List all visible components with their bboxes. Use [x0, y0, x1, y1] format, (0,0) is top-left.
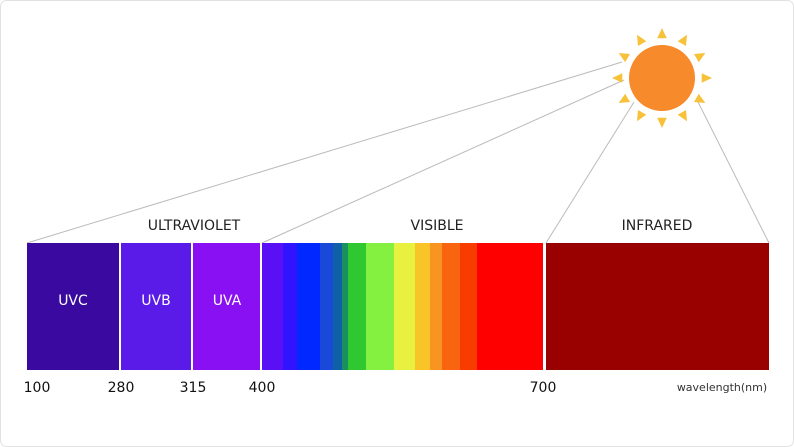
visible-stripe — [460, 243, 477, 370]
visible-stripe — [262, 243, 283, 370]
sun-ray — [677, 110, 687, 122]
visible-stripe — [415, 243, 430, 370]
band-label: UVC — [58, 293, 88, 309]
ray — [261, 79, 625, 244]
tick-label: 100 — [24, 380, 51, 396]
band-label: UVA — [213, 293, 242, 309]
sun-ray — [694, 53, 706, 63]
sun — [612, 28, 712, 128]
visible-stripe — [320, 243, 333, 370]
visible-stripe — [477, 243, 543, 370]
ray — [26, 61, 623, 244]
uvc-band — [27, 243, 119, 370]
visible-stripe — [342, 243, 348, 370]
uva-band — [193, 243, 260, 370]
visible-band — [262, 243, 543, 370]
section-label: VISIBLE — [411, 218, 464, 234]
tick-label: 700 — [530, 380, 557, 396]
visible-stripe — [283, 243, 297, 370]
band-label: UVB — [141, 293, 170, 309]
visible-stripe — [394, 243, 415, 370]
sun-ray — [677, 34, 687, 46]
infrared-band — [546, 243, 769, 370]
visible-stripe — [297, 243, 320, 370]
uvb-band — [121, 243, 191, 370]
visible-stripe — [442, 243, 460, 370]
sun-ray — [637, 34, 647, 46]
sun-ray — [618, 93, 630, 103]
sun-disc — [629, 45, 695, 111]
tick-label: 315 — [180, 380, 207, 396]
sun-ray — [694, 93, 706, 103]
ray — [545, 101, 635, 244]
section-label: INFRARED — [622, 218, 693, 234]
sun-ray — [657, 117, 667, 128]
tick-label: 400 — [249, 380, 276, 396]
visible-stripe — [430, 243, 442, 370]
sun-ray — [612, 73, 623, 83]
tick-label: 280 — [108, 380, 135, 396]
visible-stripe — [366, 243, 394, 370]
ray — [696, 99, 770, 244]
visible-stripe — [333, 243, 342, 370]
axis-label: wavelength(nm) — [677, 381, 767, 394]
sun-ray — [618, 53, 630, 63]
sun-ray — [657, 28, 667, 39]
sun-ray — [701, 73, 712, 83]
visible-stripe — [348, 243, 366, 370]
section-label: ULTRAVIOLET — [148, 218, 241, 234]
sun-ray — [637, 110, 647, 122]
